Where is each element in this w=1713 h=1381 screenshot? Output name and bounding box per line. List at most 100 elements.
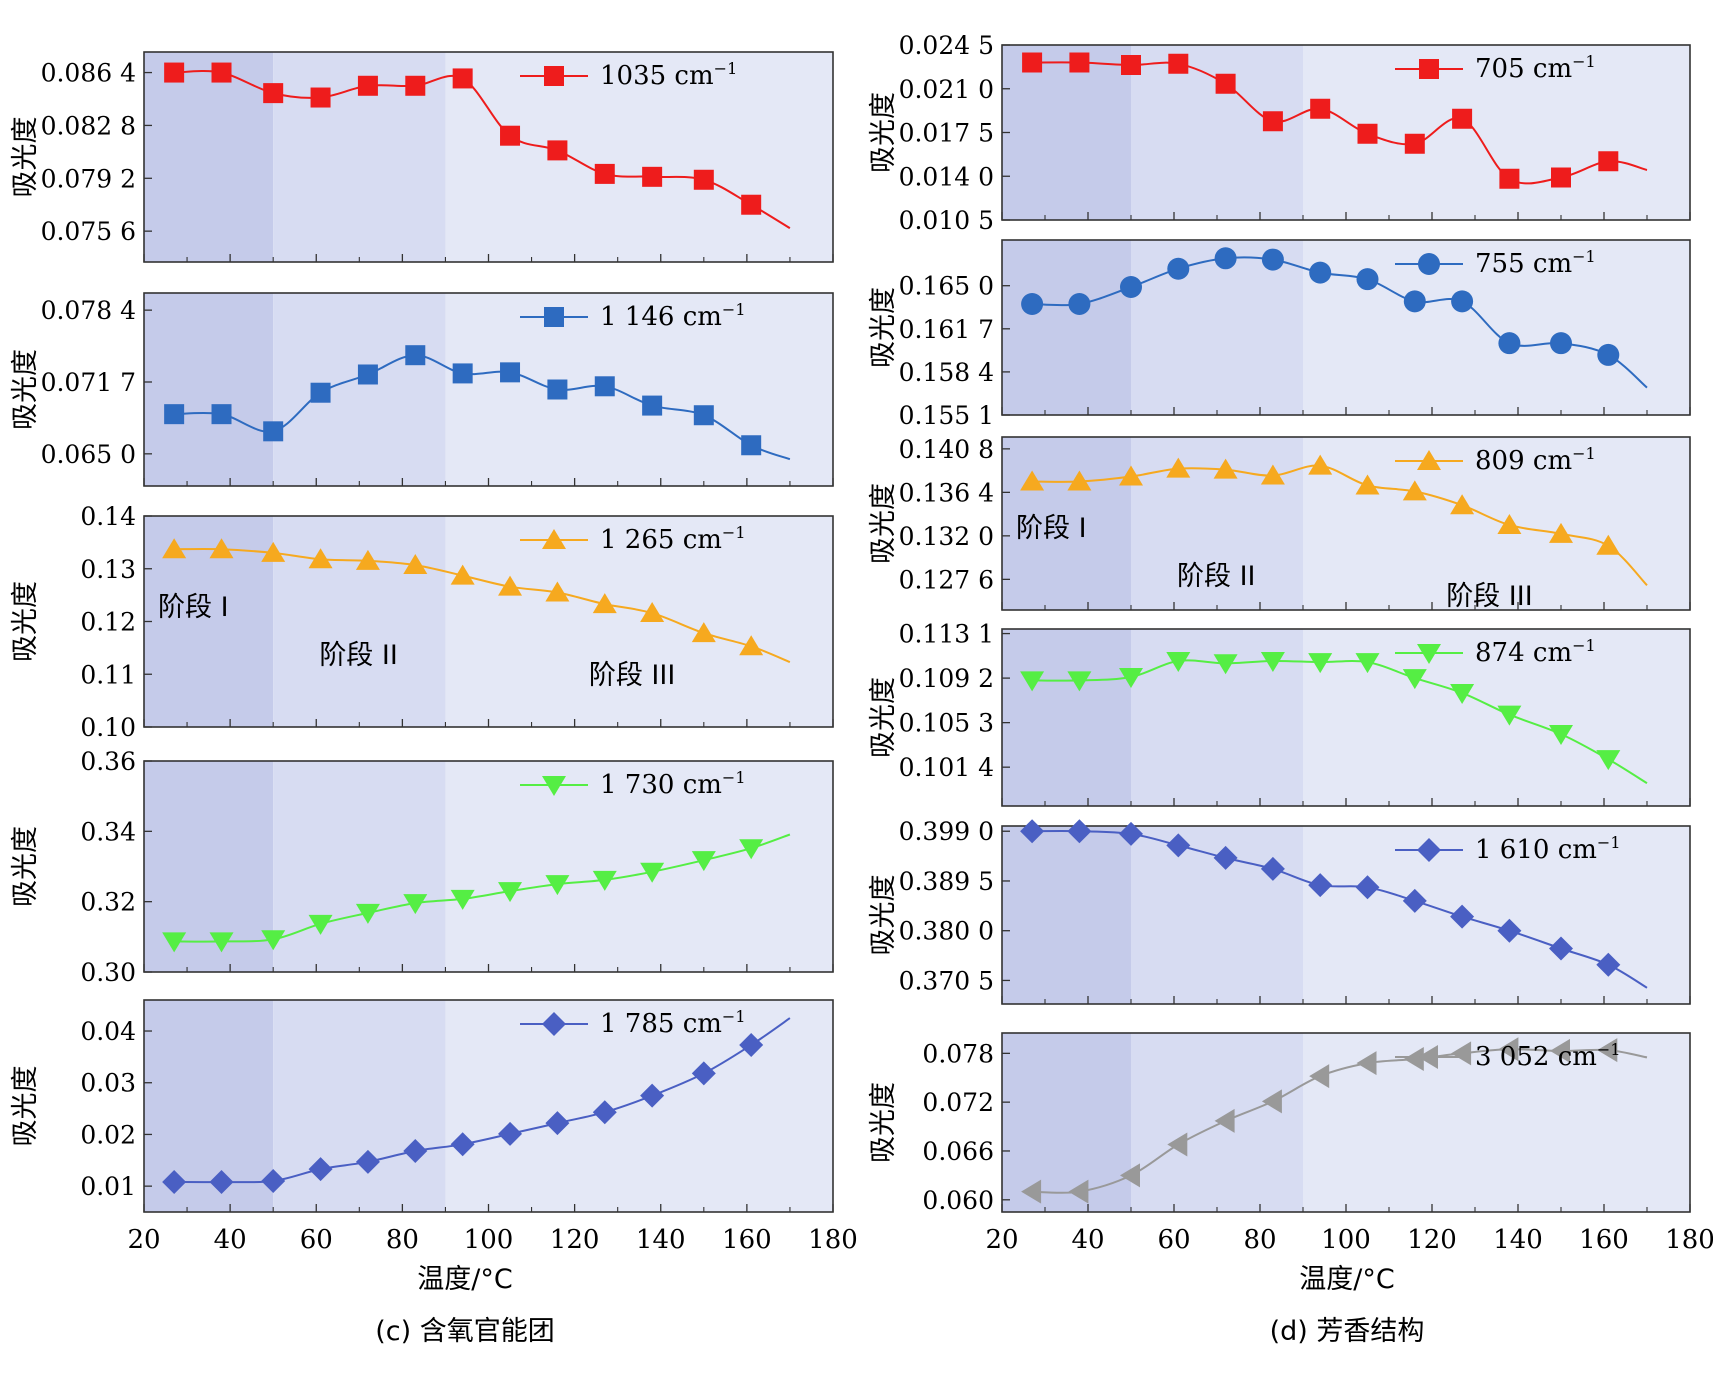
data-point bbox=[209, 932, 234, 953]
data-point bbox=[310, 87, 331, 108]
data-point bbox=[640, 602, 665, 623]
y-tick-label: 0.12 bbox=[80, 608, 136, 637]
data-point bbox=[1120, 276, 1142, 299]
stage-1-band bbox=[144, 1000, 274, 1212]
data-point bbox=[1119, 667, 1143, 688]
stage-1-band bbox=[1002, 240, 1131, 415]
data-point bbox=[355, 903, 380, 924]
data-point bbox=[164, 62, 185, 83]
x-tick-label: 20 bbox=[985, 1225, 1018, 1255]
x-axis-texts: 温度/°C 温度/°C (c) 含氧官能团 (d) 芳香结构 bbox=[375, 1264, 1424, 1347]
legend-marker bbox=[1419, 59, 1439, 79]
y-tick-label: 0.165 0 bbox=[899, 272, 994, 301]
y-tick-label: 0.079 2 bbox=[41, 164, 136, 193]
data-point bbox=[642, 166, 663, 187]
y-axis-label: 吸光度 bbox=[10, 826, 41, 907]
data-point bbox=[1497, 918, 1522, 943]
data-point bbox=[1357, 123, 1378, 144]
data-point bbox=[545, 875, 570, 896]
data-point bbox=[1356, 1051, 1377, 1076]
data-point bbox=[1549, 936, 1573, 961]
stage-2-band bbox=[1131, 1033, 1303, 1212]
stage-3-band bbox=[445, 52, 833, 262]
data-point bbox=[592, 870, 617, 891]
data-point bbox=[1213, 654, 1238, 675]
y-tick-label: 0.140 8 bbox=[899, 435, 994, 464]
data-point bbox=[452, 363, 473, 384]
y-tick-label: 0.158 4 bbox=[899, 358, 994, 387]
legend-label: 1 265 cm−1 bbox=[600, 523, 746, 555]
data-point bbox=[640, 1083, 665, 1108]
y-tick-label: 0.113 1 bbox=[899, 620, 994, 649]
data-point bbox=[1550, 1038, 1570, 1063]
data-point bbox=[1452, 108, 1473, 129]
stage-3-band bbox=[445, 516, 833, 727]
y-axis-label: 吸光度 bbox=[10, 117, 41, 198]
y-axis-label: 吸光度 bbox=[868, 1082, 899, 1163]
data-point bbox=[1020, 671, 1045, 692]
data-point bbox=[261, 541, 286, 562]
stage-label-3: 阶段 III bbox=[589, 660, 675, 691]
data-point bbox=[594, 376, 615, 397]
y-axis-label: 吸光度 bbox=[10, 349, 41, 430]
x-tick-label: 120 bbox=[550, 1225, 600, 1255]
chart-panel-c-5: 0.01 0.02 0.03 0.04 吸光度 1 785 cm−1 20 40 60 80 100… bbox=[10, 999, 858, 1255]
data-point bbox=[1451, 290, 1474, 313]
data-point bbox=[355, 549, 380, 570]
data-point bbox=[691, 851, 716, 872]
y-tick-label: 0.082 8 bbox=[41, 111, 136, 140]
data-point bbox=[1309, 1064, 1330, 1089]
data-point bbox=[263, 83, 284, 104]
data-point bbox=[211, 404, 232, 425]
y-tick-label: 0.024 5 bbox=[899, 31, 994, 60]
data-point bbox=[162, 1170, 187, 1195]
data-point bbox=[308, 548, 333, 569]
legend-marker bbox=[544, 66, 564, 86]
x-tick-label: 120 bbox=[1407, 1225, 1457, 1255]
y-tick-label: 0.072 bbox=[922, 1088, 994, 1117]
data-point bbox=[355, 1149, 380, 1174]
y-tick-label: 0.161 7 bbox=[899, 315, 994, 344]
stage-1-band bbox=[144, 52, 274, 262]
y-tick-label: 0.136 4 bbox=[899, 478, 994, 507]
stage-2-band bbox=[273, 1000, 446, 1212]
data-point bbox=[1404, 133, 1425, 154]
data-point bbox=[500, 362, 521, 383]
y-tick-label: 0.017 5 bbox=[899, 119, 994, 148]
y-tick-label: 0.32 bbox=[80, 888, 136, 917]
data-point bbox=[1262, 111, 1283, 132]
data-point bbox=[452, 68, 473, 89]
y-tick-label: 0.101 4 bbox=[899, 753, 994, 782]
data-point bbox=[308, 914, 333, 935]
panel-d-aromatic-structure: 0.010 50.014 00.017 50.021 00.024 5吸光度70… bbox=[868, 31, 1713, 1255]
y-axis-label: 吸光度 bbox=[868, 92, 899, 173]
legend-marker bbox=[544, 307, 564, 327]
legend-label: 1 146 cm−1 bbox=[600, 300, 746, 332]
data-point bbox=[739, 839, 764, 860]
data-point bbox=[739, 635, 764, 656]
x-tick-label: 40 bbox=[1071, 1225, 1104, 1255]
y-tick-label: 0.065 0 bbox=[41, 440, 136, 469]
data-point bbox=[1069, 52, 1090, 73]
x-tick-label: 20 bbox=[127, 1225, 160, 1255]
y-tick-label: 0.086 4 bbox=[41, 59, 136, 88]
y-tick-label: 0.14 bbox=[80, 502, 136, 531]
y-tick-label: 0.010 5 bbox=[899, 206, 994, 235]
x-tick-label: 40 bbox=[214, 1225, 247, 1255]
y-tick-label: 0.36 bbox=[80, 747, 136, 776]
x-tick-label: 80 bbox=[386, 1225, 419, 1255]
data-point bbox=[1168, 53, 1189, 74]
y-axis-label: 吸光度 bbox=[868, 875, 899, 956]
data-point bbox=[1403, 290, 1426, 313]
data-point bbox=[1120, 1163, 1140, 1188]
y-tick-label: 0.078 bbox=[922, 1039, 994, 1068]
data-point bbox=[209, 538, 234, 559]
data-point bbox=[1021, 292, 1044, 315]
y-tick-label: 0.10 bbox=[80, 713, 136, 742]
data-point bbox=[592, 593, 617, 614]
data-point bbox=[1597, 343, 1620, 366]
stage-3-band bbox=[445, 1000, 833, 1212]
